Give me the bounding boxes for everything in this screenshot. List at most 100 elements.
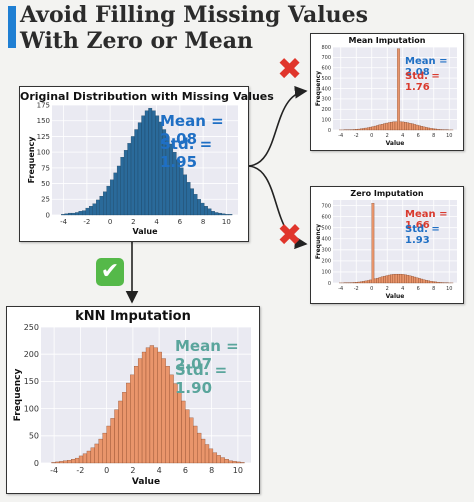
histogram-bar	[137, 358, 143, 464]
x-tick-label: -2	[83, 218, 90, 226]
cross-icon: ✖	[277, 218, 303, 253]
x-tick-label: -2	[354, 286, 359, 292]
x-tick-label: -2	[76, 466, 84, 475]
y-tick-label: 25	[41, 196, 50, 204]
histogram-bar	[103, 191, 107, 216]
y-tick-label: 50	[29, 432, 39, 441]
x-tick-label: 0	[104, 466, 109, 475]
chart-title: Zero Imputation	[350, 189, 424, 198]
x-tick-label: 10	[446, 286, 452, 292]
histogram-bar	[151, 110, 156, 216]
y-tick-label: 50	[41, 180, 50, 188]
histogram-bar	[161, 358, 166, 464]
std-stat: Std. = 1.95	[160, 135, 213, 171]
histogram-bar	[94, 443, 99, 464]
histogram-bar	[413, 276, 417, 284]
plot-area	[333, 200, 457, 283]
x-tick-label: 8	[432, 286, 435, 292]
histogram-bar	[68, 212, 72, 216]
histogram-bar	[418, 278, 421, 284]
y-tick-label: 150	[37, 117, 50, 125]
title-line-1: Avoid Filling Missing Values	[20, 2, 369, 28]
std-stat: Std. = 1.90	[175, 361, 228, 397]
histogram-bar	[224, 459, 229, 464]
histogram-bar	[71, 459, 76, 464]
x-tick-label: 8	[209, 466, 214, 475]
histogram-bar	[99, 195, 104, 216]
histogram-bar	[228, 460, 233, 464]
histogram-bar	[102, 432, 107, 464]
histogram-bar	[355, 129, 358, 131]
chart-title: kNN Imputation	[75, 309, 191, 324]
histogram-bar	[378, 277, 382, 284]
std-stat: Std. = 1.93	[405, 224, 440, 246]
mean-stat: Mean = 2.08	[405, 56, 448, 78]
histogram-bar	[193, 194, 198, 216]
histogram-bar	[96, 199, 100, 216]
histogram-bar	[366, 127, 370, 131]
histogram-bar	[380, 124, 384, 131]
histogram-bar	[422, 126, 426, 131]
histogram-bar	[181, 400, 186, 464]
zero-histogram: 0 100 200 300 400 500 600 700 -4 -2 0 2 4 6 8 10 Value Fr…	[315, 200, 457, 300]
histogram-bar	[212, 452, 218, 464]
histogram-bar	[110, 418, 115, 464]
histogram-bar	[432, 281, 435, 284]
histogram-bar	[436, 282, 440, 284]
histogram-bar	[406, 275, 410, 284]
histogram-bar	[369, 126, 372, 131]
histogram-bar	[197, 432, 202, 464]
histogram-bar	[429, 128, 433, 131]
x-tick-label: 2	[130, 466, 135, 475]
mean-stat: Mean = 1.66	[405, 209, 448, 231]
x-tick-label: -4	[338, 133, 343, 139]
histogram-bar	[397, 48, 400, 131]
histogram-bar	[126, 382, 131, 464]
histogram-bar	[82, 210, 86, 216]
x-tick-label: 6	[183, 466, 188, 475]
histogram-bar	[71, 212, 76, 216]
x-tick-label: 8	[432, 133, 435, 139]
y-tick-label: 0	[46, 211, 50, 219]
histogram-bar	[378, 124, 382, 131]
histogram-bar	[55, 461, 60, 464]
histogram-bar	[207, 208, 212, 216]
histogram-bar	[406, 122, 410, 131]
x-tick-label: 0	[370, 133, 373, 139]
histogram-bar	[89, 206, 93, 216]
histogram-bar	[218, 212, 222, 216]
check-icon: ✔	[96, 258, 124, 286]
histogram-bar	[153, 347, 158, 464]
histogram-bar	[130, 374, 135, 464]
histogram-bar	[204, 206, 208, 216]
y-tick-label: 300	[321, 97, 331, 103]
histogram-bar	[366, 280, 370, 284]
histogram-bar	[78, 455, 84, 464]
y-axis-label: Frequency	[27, 136, 36, 184]
histogram-bar	[216, 455, 221, 464]
histogram-bar	[75, 212, 79, 216]
histogram-bar	[145, 347, 151, 464]
histogram-bar	[220, 457, 225, 464]
histogram-bar	[211, 211, 215, 216]
y-tick-label: 100	[321, 270, 331, 276]
histogram-bar	[371, 203, 375, 284]
histogram-bar	[157, 351, 162, 464]
histogram-bar	[130, 136, 135, 216]
histogram-bar	[369, 279, 372, 284]
histogram-bar	[106, 425, 111, 464]
histogram-bar	[411, 123, 414, 131]
y-tick-label: 0	[328, 281, 331, 287]
histogram-bar	[221, 213, 226, 216]
mean-stat: Mean = 2.08	[160, 112, 224, 148]
histogram-bar	[134, 129, 139, 216]
histogram-bar	[376, 277, 379, 284]
histogram-bar	[179, 167, 184, 216]
arrow-to-zero	[246, 165, 308, 250]
y-tick-label: 75	[41, 164, 50, 172]
y-tick-label: 100	[37, 149, 50, 157]
histogram-bar	[236, 461, 241, 464]
y-tick-label: 600	[321, 214, 331, 220]
histogram-bar	[357, 281, 361, 284]
histogram-bar	[420, 126, 424, 131]
